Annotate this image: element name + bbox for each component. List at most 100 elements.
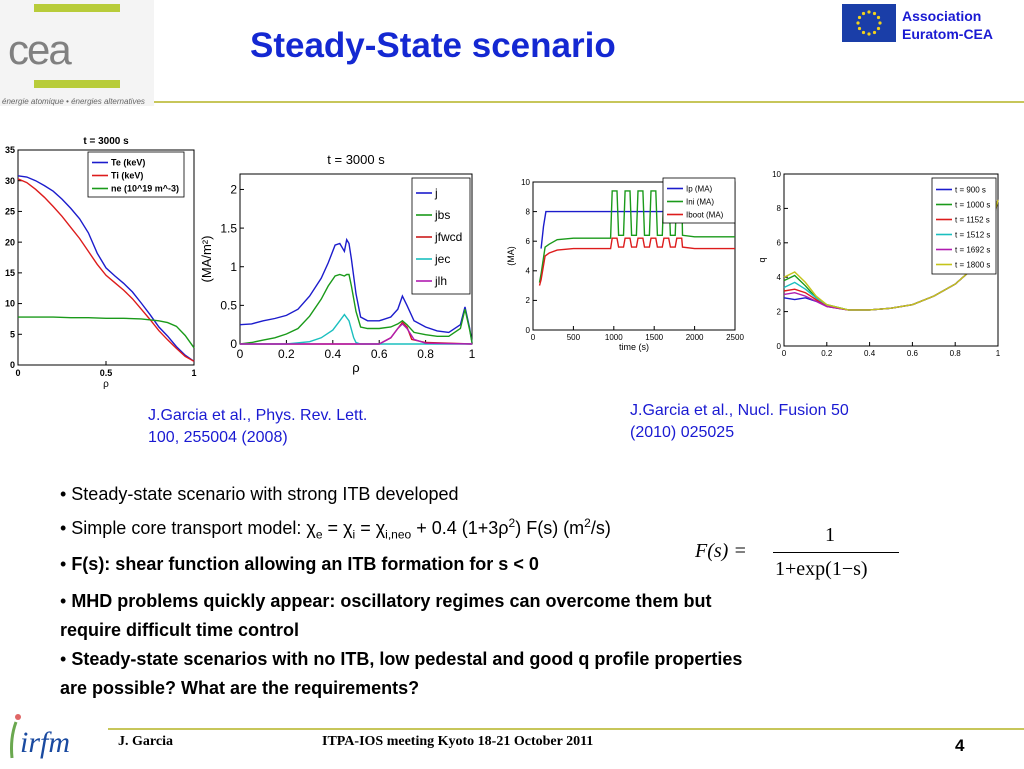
bullet-3: • F(s): shear function allowing an ITB f… <box>60 550 960 579</box>
legend-box <box>87 151 185 198</box>
bullet-2-rest1: + 0.4 (1+3 <box>411 518 499 538</box>
reference-nf-line2: (2010) 025025 <box>630 424 735 441</box>
y-tick-label: 4 <box>526 267 531 276</box>
bullet-5-marker: • <box>60 648 72 669</box>
x-tick-label: 0.8 <box>950 349 962 358</box>
bullet-2-rest2: ) F(s) (m <box>515 518 585 538</box>
equation-numerator: 1 <box>825 524 835 546</box>
fraction-bar <box>773 552 899 553</box>
cea-logo: cea énergie atomique • énergies alternat… <box>0 0 154 106</box>
bullet-2: • Simple core transport model: χe = χi =… <box>60 509 960 550</box>
series-line-4 <box>240 322 473 345</box>
legend-label: jlh <box>434 274 447 288</box>
x-axis-label: ρ <box>888 358 893 360</box>
bullet-4: • MHD problems quickly appear: oscillato… <box>60 587 960 616</box>
bullet-3-text: F(s): shear function allowing an ITB for… <box>71 553 539 574</box>
x-tick-label: 1 <box>469 347 476 361</box>
bullet-1: • Steady-state scenario with strong ITB … <box>60 484 459 504</box>
y-tick-label: 5 <box>10 329 15 339</box>
sup-2: 2 <box>508 516 516 530</box>
y-tick-label: 0 <box>10 360 15 370</box>
current-density-chart: 0 0.2 0.4 0.6 0.8 1 0 0.5 1 1.5 2 t = 3000 s ρ (MA/m²… <box>200 152 476 375</box>
y-tick-label: 2 <box>230 183 237 197</box>
legend-label: ne (10^19 m^-3) <box>111 184 179 194</box>
x-tick-label: 0.6 <box>371 347 388 361</box>
x-tick-label: 0 <box>531 333 536 342</box>
shear-function-equation: F(s) = 1 1+exp(1−s) <box>695 520 905 590</box>
legend-label: t = 1800 s <box>955 260 990 269</box>
series-line-2 <box>18 316 195 349</box>
y-tick-label: 10 <box>772 170 781 179</box>
y-tick-label: 30 <box>5 176 15 186</box>
equation-denominator: 1+exp(1−s) <box>775 558 868 580</box>
series-line-1 <box>17 178 195 362</box>
sup-2b: 2 <box>584 516 591 530</box>
y-tick-label: 2 <box>777 307 782 316</box>
y-tick-label: 2 <box>526 296 531 305</box>
equation-lhs: F(s) = <box>695 540 747 562</box>
legend-label: Te (keV) <box>111 158 145 168</box>
y-tick-label: 10 <box>521 178 530 187</box>
reference-nf-line1: J.Garcia et al., Nucl. Fusion 50 <box>630 402 849 419</box>
legend-box <box>662 177 736 224</box>
bullet-4-line2: require difficult time control <box>60 619 300 640</box>
footer-divider <box>108 728 1024 730</box>
legend-box <box>411 177 471 295</box>
y-tick-label: 15 <box>5 268 15 278</box>
y-tick-label: 35 <box>5 145 15 155</box>
logo-bar-bottom <box>34 80 120 88</box>
bullet-4-line1: MHD problems quickly appear: oscillatory… <box>71 590 712 611</box>
series-line-0 <box>17 175 195 362</box>
bullet-2-rest3: /s) <box>590 518 611 538</box>
cea-logo-text: cea <box>8 26 72 73</box>
eq2: = <box>355 518 376 538</box>
y-tick-label: 0 <box>777 342 782 351</box>
bullet-5-line1: Steady-state scenarios with no ITB, low … <box>71 648 743 669</box>
y-tick-label: 25 <box>5 207 15 217</box>
x-tick-label: 0.2 <box>278 347 295 361</box>
x-tick-label: 1 <box>191 368 196 378</box>
irfm-logo-text: irfm <box>20 726 70 759</box>
legend-label: t = 1152 s <box>955 215 990 224</box>
sub-i: i <box>352 527 356 542</box>
q-profile-chart: 00.20.40.60.810246810ρqt = 900 st = 1000… <box>760 170 1001 360</box>
bullet-3-marker: • <box>60 553 72 574</box>
y-tick-label: 10 <box>5 299 15 309</box>
y-tick-label: 6 <box>777 239 782 248</box>
page-title: Steady-State scenario <box>250 26 616 65</box>
y-axis-label: q <box>760 257 767 262</box>
x-tick-label: 1000 <box>605 333 623 342</box>
y-axis-label: (MA) <box>506 246 516 266</box>
legend-label: t = 1512 s <box>955 230 990 239</box>
sub-ineo: i,neo <box>385 527 412 542</box>
legend-label: Ini (MA) <box>686 197 714 206</box>
y-tick-label: 8 <box>777 204 782 213</box>
reference-prl-line1: J.Garcia et al., Phys. Rev. Lett. <box>148 407 368 424</box>
chi-symbol: χ <box>306 518 316 538</box>
x-tick-label: 0.2 <box>821 349 833 358</box>
page-number: 4 <box>955 736 965 755</box>
legend-label: Iboot (MA) <box>686 210 724 219</box>
bullet-list: • Steady-state scenario with strong ITB … <box>60 480 960 703</box>
legend-box <box>931 177 997 275</box>
eq1: = <box>322 518 344 538</box>
x-tick-label: 500 <box>567 333 581 342</box>
series-line-0 <box>239 237 473 343</box>
cea-logo-tagline: énergie atomique • énergies alternatives <box>2 97 145 106</box>
x-tick-label: 0 <box>782 349 787 358</box>
bullet-5: • Steady-state scenarios with no ITB, lo… <box>60 645 960 674</box>
x-tick-label: 0.6 <box>907 349 919 358</box>
y-tick-label: 8 <box>526 207 531 216</box>
x-tick-label: 0.8 <box>417 347 434 361</box>
association-label: Association Euratom-CEA <box>902 7 993 43</box>
series-line-2 <box>538 237 735 286</box>
irfm-logo: irfm <box>6 708 86 764</box>
x-axis-label: ρ <box>352 360 359 375</box>
legend-label: Ip (MA) <box>686 184 713 193</box>
y-tick-label: 0.5 <box>220 299 237 313</box>
x-tick-label: 0.4 <box>324 347 341 361</box>
y-tick-label: 1 <box>230 260 237 274</box>
y-tick-label: 4 <box>777 273 782 282</box>
legend-label: jbs <box>434 208 450 222</box>
